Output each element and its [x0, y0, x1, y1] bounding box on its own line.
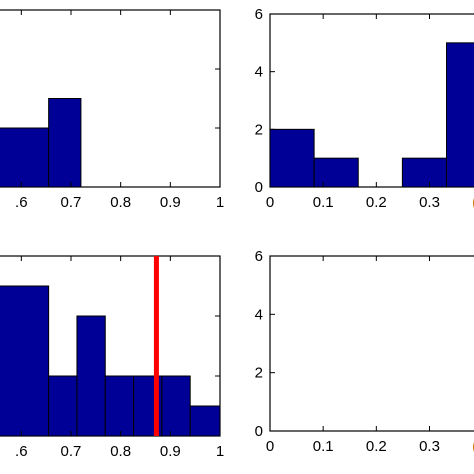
x-tick-label: .6 [15, 194, 28, 211]
x-tick-label: 0.9 [160, 443, 181, 460]
y-tick-label: 0 [255, 179, 263, 196]
histogram-bar [313, 157, 359, 188]
y-tick-label: 6 [255, 6, 263, 23]
x-tick-label: 1 [216, 194, 224, 211]
histogram-bar [161, 375, 191, 437]
panel-bottom-right: 0 0.1 0.2 0.3 (0 2 4 6 [255, 248, 474, 455]
clipped-tick-fragment: ( [472, 194, 474, 211]
x-tick-label: 0.3 [419, 438, 440, 455]
histogram-bar [104, 375, 135, 437]
y-tick-label: 6 [255, 248, 263, 265]
axes-box [269, 255, 474, 432]
x-tick-label: 0.2 [366, 438, 387, 455]
histogram-bar [0, 127, 50, 188]
clipped-tick-fragment: ( [472, 438, 474, 455]
panel-top-right: 0 0.1 0.2 0.3 (0 2 4 6 [255, 6, 474, 211]
y-tick-label: 4 [255, 306, 263, 323]
x-tick-label: 0.8 [110, 194, 131, 211]
x-tick-label: 0.1 [313, 194, 334, 211]
y-tick-label: 0 [255, 423, 263, 440]
histogram-bar [48, 375, 78, 437]
x-tick-label: 1 [216, 443, 224, 460]
panel-bottom-left: .6 0.7 0.8 0.9 1 [0, 255, 224, 460]
x-tick-label: 0.9 [160, 194, 181, 211]
panel-top-left: .6 0.7 0.8 0.9 1 [0, 9, 224, 211]
y-tick-label: 2 [255, 121, 263, 138]
histogram-bar [48, 98, 82, 188]
x-tick-label: 0.8 [110, 443, 131, 460]
x-tick-label: 0.2 [366, 194, 387, 211]
y-tick-label: 4 [255, 64, 263, 81]
x-tick-label: .6 [15, 443, 28, 460]
x-tick-label: 0.7 [61, 443, 82, 460]
x-tick-label: 0.3 [419, 194, 440, 211]
x-tick-label: 0.7 [61, 194, 82, 211]
x-tick-label: 0.1 [313, 438, 334, 455]
histogram-bar [446, 42, 474, 188]
histogram-bar [76, 315, 106, 437]
x-tick-label: 0 [266, 438, 274, 455]
histogram-bar [0, 285, 50, 437]
histogram-bar [401, 157, 448, 188]
y-tick-label: 2 [255, 365, 263, 382]
histogram-bar [269, 128, 315, 188]
histogram-bar [189, 405, 221, 437]
x-tick-label: 0 [266, 194, 274, 211]
